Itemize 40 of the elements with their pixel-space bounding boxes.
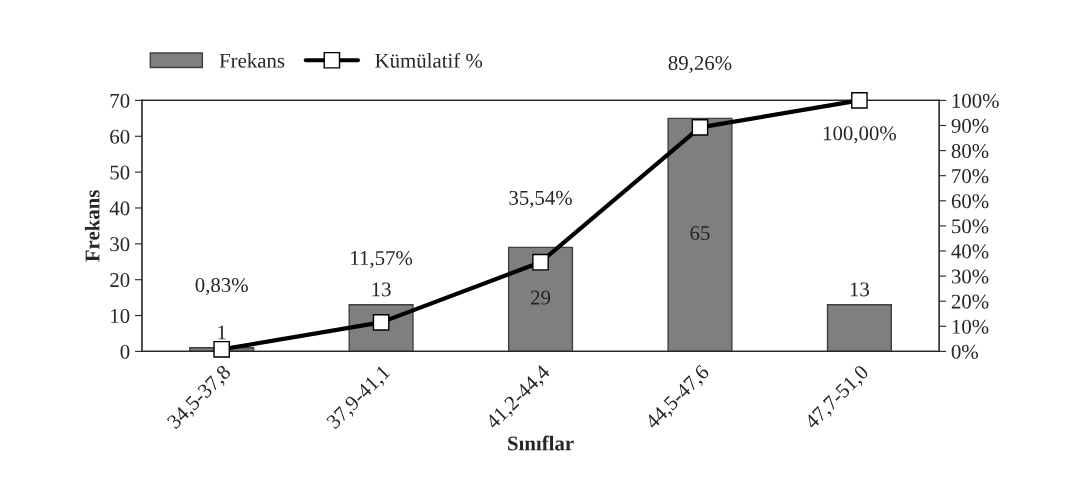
point <box>851 92 868 109</box>
data-label: 100,00% <box>823 126 897 144</box>
data-label: 11,57% <box>351 251 413 269</box>
bar <box>507 246 574 352</box>
bar <box>826 304 892 352</box>
data-label: 1 <box>218 325 226 340</box>
y2-tick-label: 60% <box>951 194 989 209</box>
data-label: 35,54% <box>509 190 572 208</box>
legend-label: Kümülatif % <box>375 52 483 68</box>
point <box>213 340 231 358</box>
data-label: 89,26% <box>668 56 732 74</box>
y-tick-label: 20 <box>110 273 130 288</box>
data-label: 29 <box>531 290 551 305</box>
y2-tick-label: 0% <box>951 344 978 359</box>
y2-tick-label: 30% <box>951 269 989 284</box>
point <box>532 253 549 271</box>
y-tick-label: 30 <box>110 237 130 252</box>
legend-label: Frekans <box>219 53 285 68</box>
y2-tick-label: 70% <box>952 169 989 184</box>
y-tick-label: 60 <box>110 129 130 144</box>
data-label: 13 <box>372 282 391 297</box>
point <box>691 119 709 136</box>
y2-tick-label: 40% <box>951 244 989 259</box>
y2-tick-label: 100% <box>952 93 999 108</box>
data-label: 13 <box>850 282 870 297</box>
data-label: 0,83% <box>195 277 248 296</box>
x-axis-title: Sınıflar <box>508 435 574 451</box>
y-tick-label: 50 <box>110 165 130 180</box>
data-label: 65 <box>690 226 710 241</box>
bar <box>667 117 733 352</box>
y2-tick-label: 20% <box>951 294 989 309</box>
y-tick-label: 0 <box>120 344 130 359</box>
y2-tick-label: 50% <box>952 219 989 234</box>
y2-tick-label: 90% <box>951 118 989 133</box>
y-tick-label: 10 <box>111 308 130 323</box>
y-tick-label: 70 <box>110 93 130 108</box>
y2-tick-label: 80% <box>951 143 989 159</box>
y-axis-title: Frekans <box>84 190 100 262</box>
y-tick-label: 40 <box>109 201 130 216</box>
y2-tick-label: 10% <box>952 319 989 334</box>
